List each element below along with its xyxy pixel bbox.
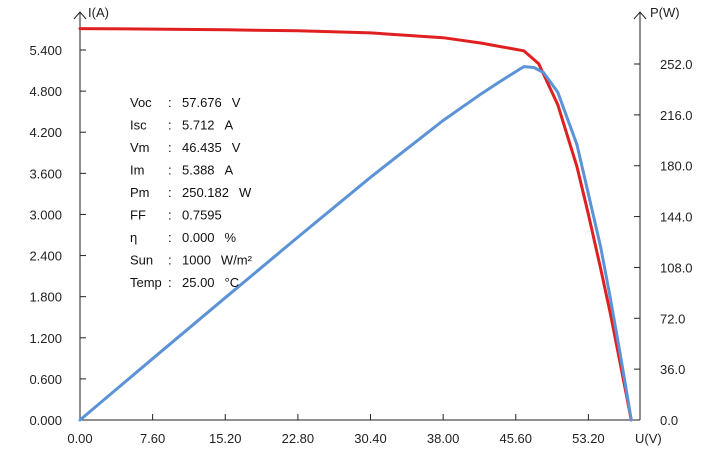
param-separator: :: [168, 208, 172, 223]
ticks-layer: 0.00 7.60 15.20 22.80 30.40 38.00 45.60 53.20 0.…: [29, 43, 692, 446]
param-key: Isc: [130, 118, 147, 133]
y-left-tick-label: 3.600: [29, 166, 62, 181]
param-key: Pm: [130, 185, 150, 200]
y-left-tick-label: 2.400: [29, 249, 62, 264]
param-unit: V: [232, 95, 241, 110]
x-tick-label: 22.80: [282, 431, 315, 446]
series-layer: [78, 27, 633, 422]
param-separator: :: [168, 95, 172, 110]
param-value: 0.7595: [182, 208, 222, 223]
y-right-tick-label: 72.0: [660, 311, 685, 326]
power-curve-line: [78, 65, 633, 422]
param-key: Sun: [130, 253, 153, 268]
param-unit: %: [225, 230, 237, 245]
y-axis-right-label: P(W): [650, 5, 680, 20]
y-right-tick-label: 216.0: [660, 108, 693, 123]
param-unit: °C: [225, 275, 240, 290]
y-right-tick-label: 36.0: [660, 362, 685, 377]
param-value: 25.00: [182, 275, 215, 290]
param-key: Voc: [130, 95, 152, 110]
param-separator: :: [168, 118, 172, 133]
current-curve-line: [78, 27, 633, 422]
y-left-tick-label: 3.000: [29, 207, 62, 222]
x-tick-label: 15.20: [209, 431, 242, 446]
param-key: FF: [130, 208, 146, 223]
param-value: 1000: [182, 253, 211, 268]
param-value: 57.676: [182, 95, 222, 110]
param-key: Im: [130, 163, 144, 178]
x-tick-label: 38.00: [427, 431, 460, 446]
y-axis-left-label: I(A): [88, 5, 109, 20]
param-value: 46.435: [182, 140, 222, 155]
param-key: η: [130, 230, 137, 245]
param-unit: V: [232, 140, 241, 155]
y-left-tick-label: 5.400: [29, 43, 62, 58]
x-tick-label: 30.40: [354, 431, 387, 446]
param-unit: A: [225, 163, 234, 178]
param-unit: W/m²: [221, 253, 253, 268]
param-unit: A: [225, 118, 234, 133]
y-right-tick-label: 108.0: [660, 260, 693, 275]
y-left-tick-label: 4.800: [29, 84, 62, 99]
x-axis-label: U(V): [635, 431, 662, 446]
y-right-tick-label: 180.0: [660, 159, 693, 174]
param-separator: :: [168, 163, 172, 178]
param-key: Vm: [130, 140, 150, 155]
x-tick-label: 7.60: [140, 431, 165, 446]
y-right-tick-label: 0.0: [660, 413, 678, 428]
x-tick-label: 0.00: [67, 431, 92, 446]
y-left-tick-label: 0.600: [29, 372, 62, 387]
param-separator: :: [168, 230, 172, 245]
param-value: 250.182: [182, 185, 229, 200]
right-axis: [633, 11, 647, 420]
param-unit: W: [239, 185, 252, 200]
y-right-tick-label: 252.0: [660, 57, 693, 72]
param-value: 0.000: [182, 230, 215, 245]
left-axis: [73, 11, 87, 420]
y-left-tick-label: 0.000: [29, 413, 62, 428]
x-tick-label: 45.60: [499, 431, 532, 446]
x-tick-label: 53.20: [572, 431, 605, 446]
param-separator: :: [168, 185, 172, 200]
param-value: 5.388: [182, 163, 215, 178]
param-separator: :: [168, 140, 172, 155]
param-separator: :: [168, 275, 172, 290]
y-left-tick-label: 4.200: [29, 125, 62, 140]
y-right-tick-label: 144.0: [660, 210, 693, 225]
param-value: 5.712: [182, 118, 215, 133]
param-separator: :: [168, 253, 172, 268]
param-key: Temp: [130, 275, 162, 290]
y-left-tick-label: 1.200: [29, 331, 62, 346]
y-left-tick-label: 1.800: [29, 290, 62, 305]
